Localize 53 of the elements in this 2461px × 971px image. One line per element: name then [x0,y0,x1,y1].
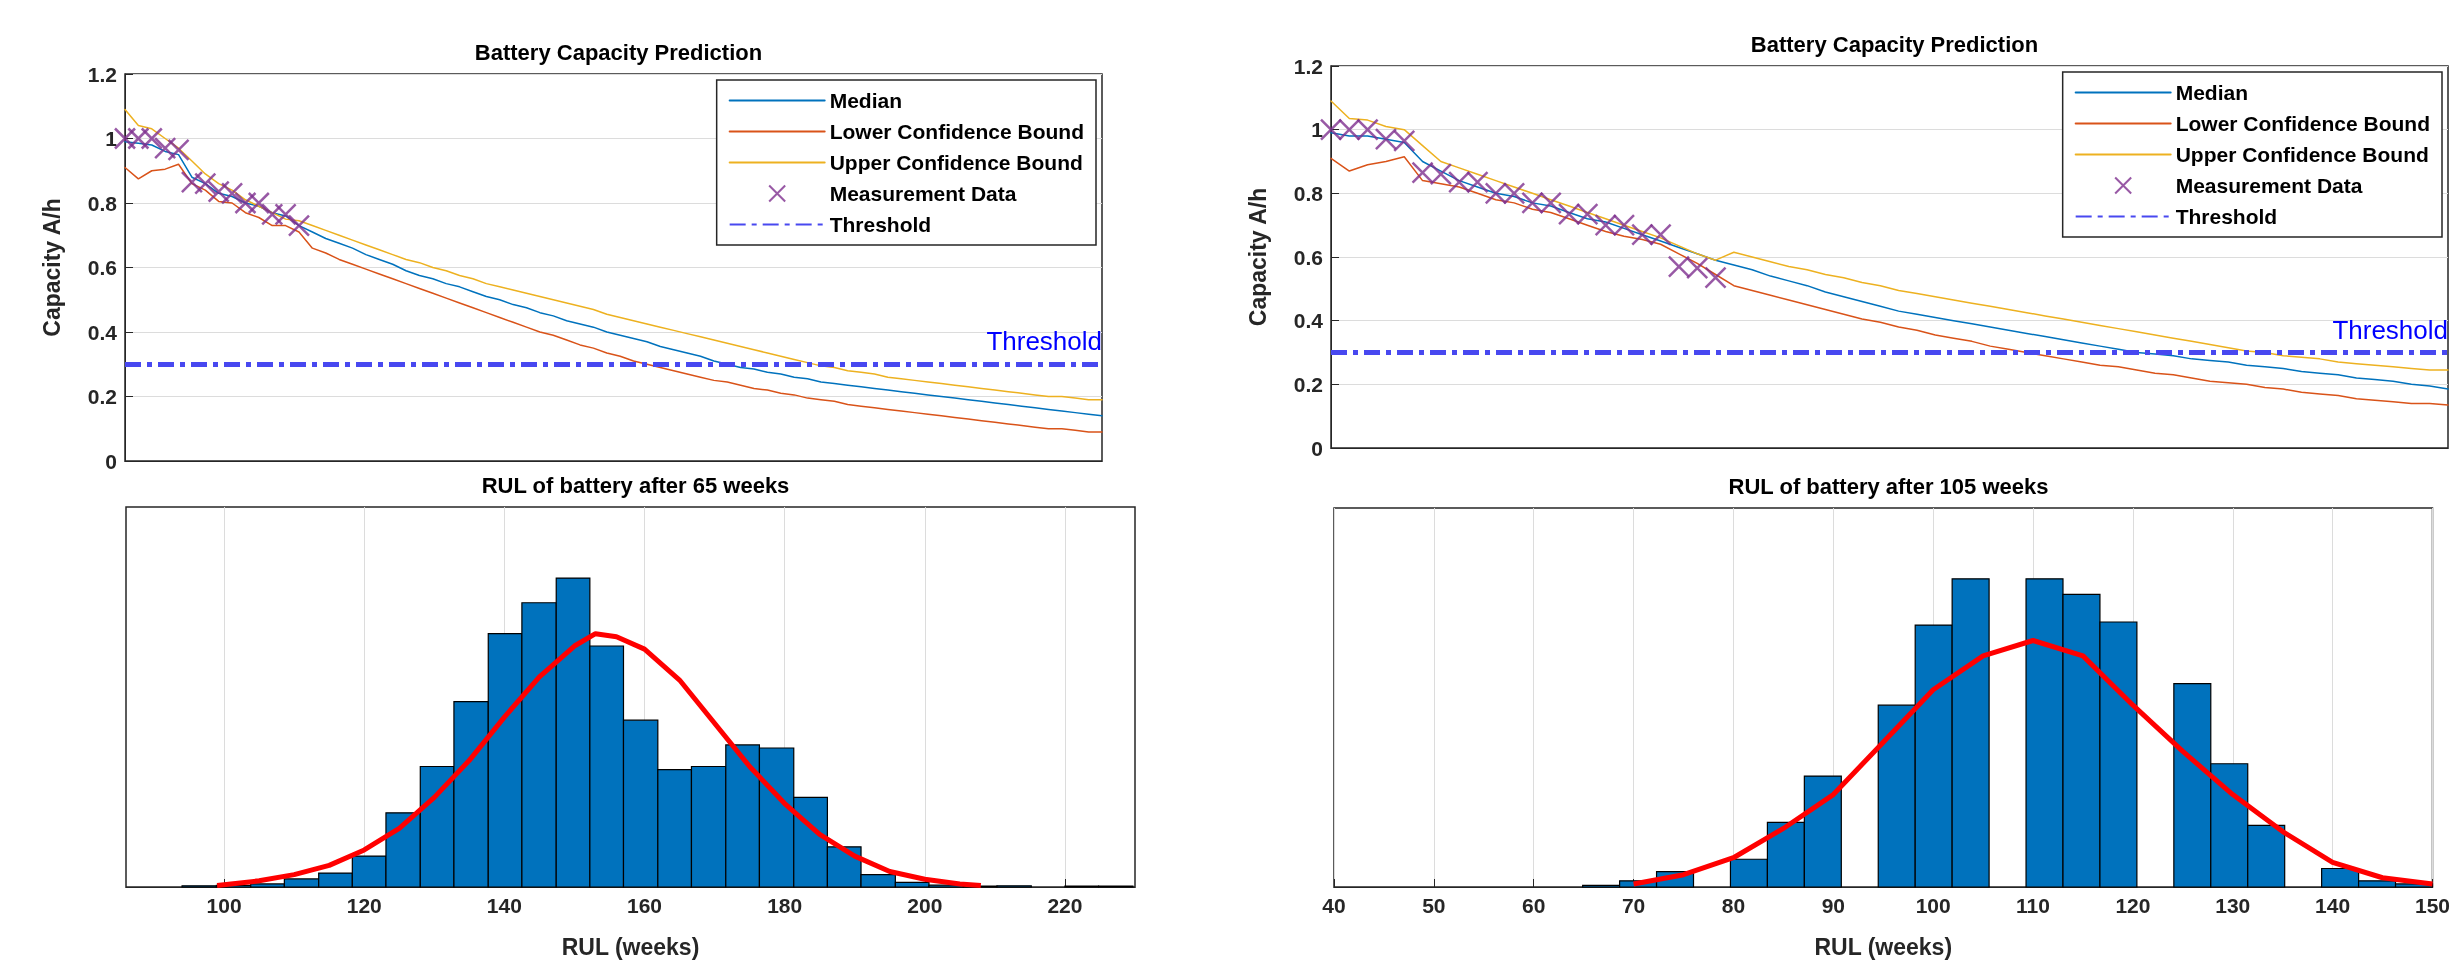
legend-label: Upper Confidence Bound [2175,143,2429,166]
legend-label: Median [829,89,903,112]
x-tick-label: 70 [1621,894,1646,917]
legend-label: Measurement Data [2175,174,2363,197]
x-tick-label: 130 [2215,894,2251,917]
ref-line-label: Threshold [2332,314,2448,345]
y-tick-label: 1.2 [1293,54,1323,78]
x-tick-label: 110 [2016,894,2050,917]
y-tick-label: 1 [105,127,118,150]
y-tick-label: 0.4 [87,320,118,344]
x-tick-label: 140 [2315,894,2351,917]
x-tick-label: 100 [1915,894,1951,917]
y-tick-label: 0.6 [87,256,117,279]
x-tick-label: 100 [206,894,242,917]
y-tick-label: 1 [1311,118,1324,142]
text: Threshold [829,213,932,236]
x-tick-label: 60 [1522,894,1546,917]
chart-title: RUL of battery after 105 weeks [1728,473,2049,499]
y-tick-label: 1.2 [87,62,117,86]
x-tick-label: 160 [626,894,663,917]
legend-label: Median [2175,81,2249,104]
ref-line-label: Threshold [986,326,1102,357]
x-tick-label: 40 [1322,894,1346,917]
y-tick-label: 0.8 [87,191,118,215]
x-tick-label: 120 [346,894,382,917]
legend-label: Measurement Data [829,182,1017,205]
x-tick-label: 180 [767,894,803,917]
y-tick-label: 0 [1311,436,1323,460]
text: Threshold [2175,205,2278,228]
x-tick-label: 220 [1047,894,1083,917]
x-tick-label: 50 [1422,894,1446,917]
chart-title: Battery Capacity Prediction [474,39,763,65]
legend-label: Upper Confidence Bound [829,151,1083,174]
x-tick-label: 80 [1721,894,1746,917]
x-axis-title: RUL (weeks) [561,933,700,960]
y-axis-title: Capacity A/h [1244,187,1271,327]
x-tick-label: 90 [1821,894,1845,917]
y-tick-label: 0.8 [1293,181,1324,205]
y-tick-label: 0 [105,449,117,473]
x-axis-title: RUL (weeks) [1814,933,1953,960]
y-axis-title: Capacity A/h [38,198,65,337]
y-tick-label: 0.6 [1293,245,1323,269]
chart-title: RUL of battery after 65 weeks [481,472,790,498]
chart-title: Battery Capacity Prediction [1750,31,2039,57]
y-tick-label: 0.2 [87,385,117,408]
x-tick-label: 150 [2414,894,2450,917]
y-tick-label: 0.4 [1293,309,1324,333]
legend-label: Lower Confidence Bound [829,120,1084,143]
legend-label: Lower Confidence Bound [2175,112,2430,135]
x-tick-label: 120 [2115,894,2151,917]
x-tick-label: 200 [907,894,943,917]
y-tick-label: 0.2 [1293,372,1323,396]
x-tick-label: 140 [486,894,522,917]
